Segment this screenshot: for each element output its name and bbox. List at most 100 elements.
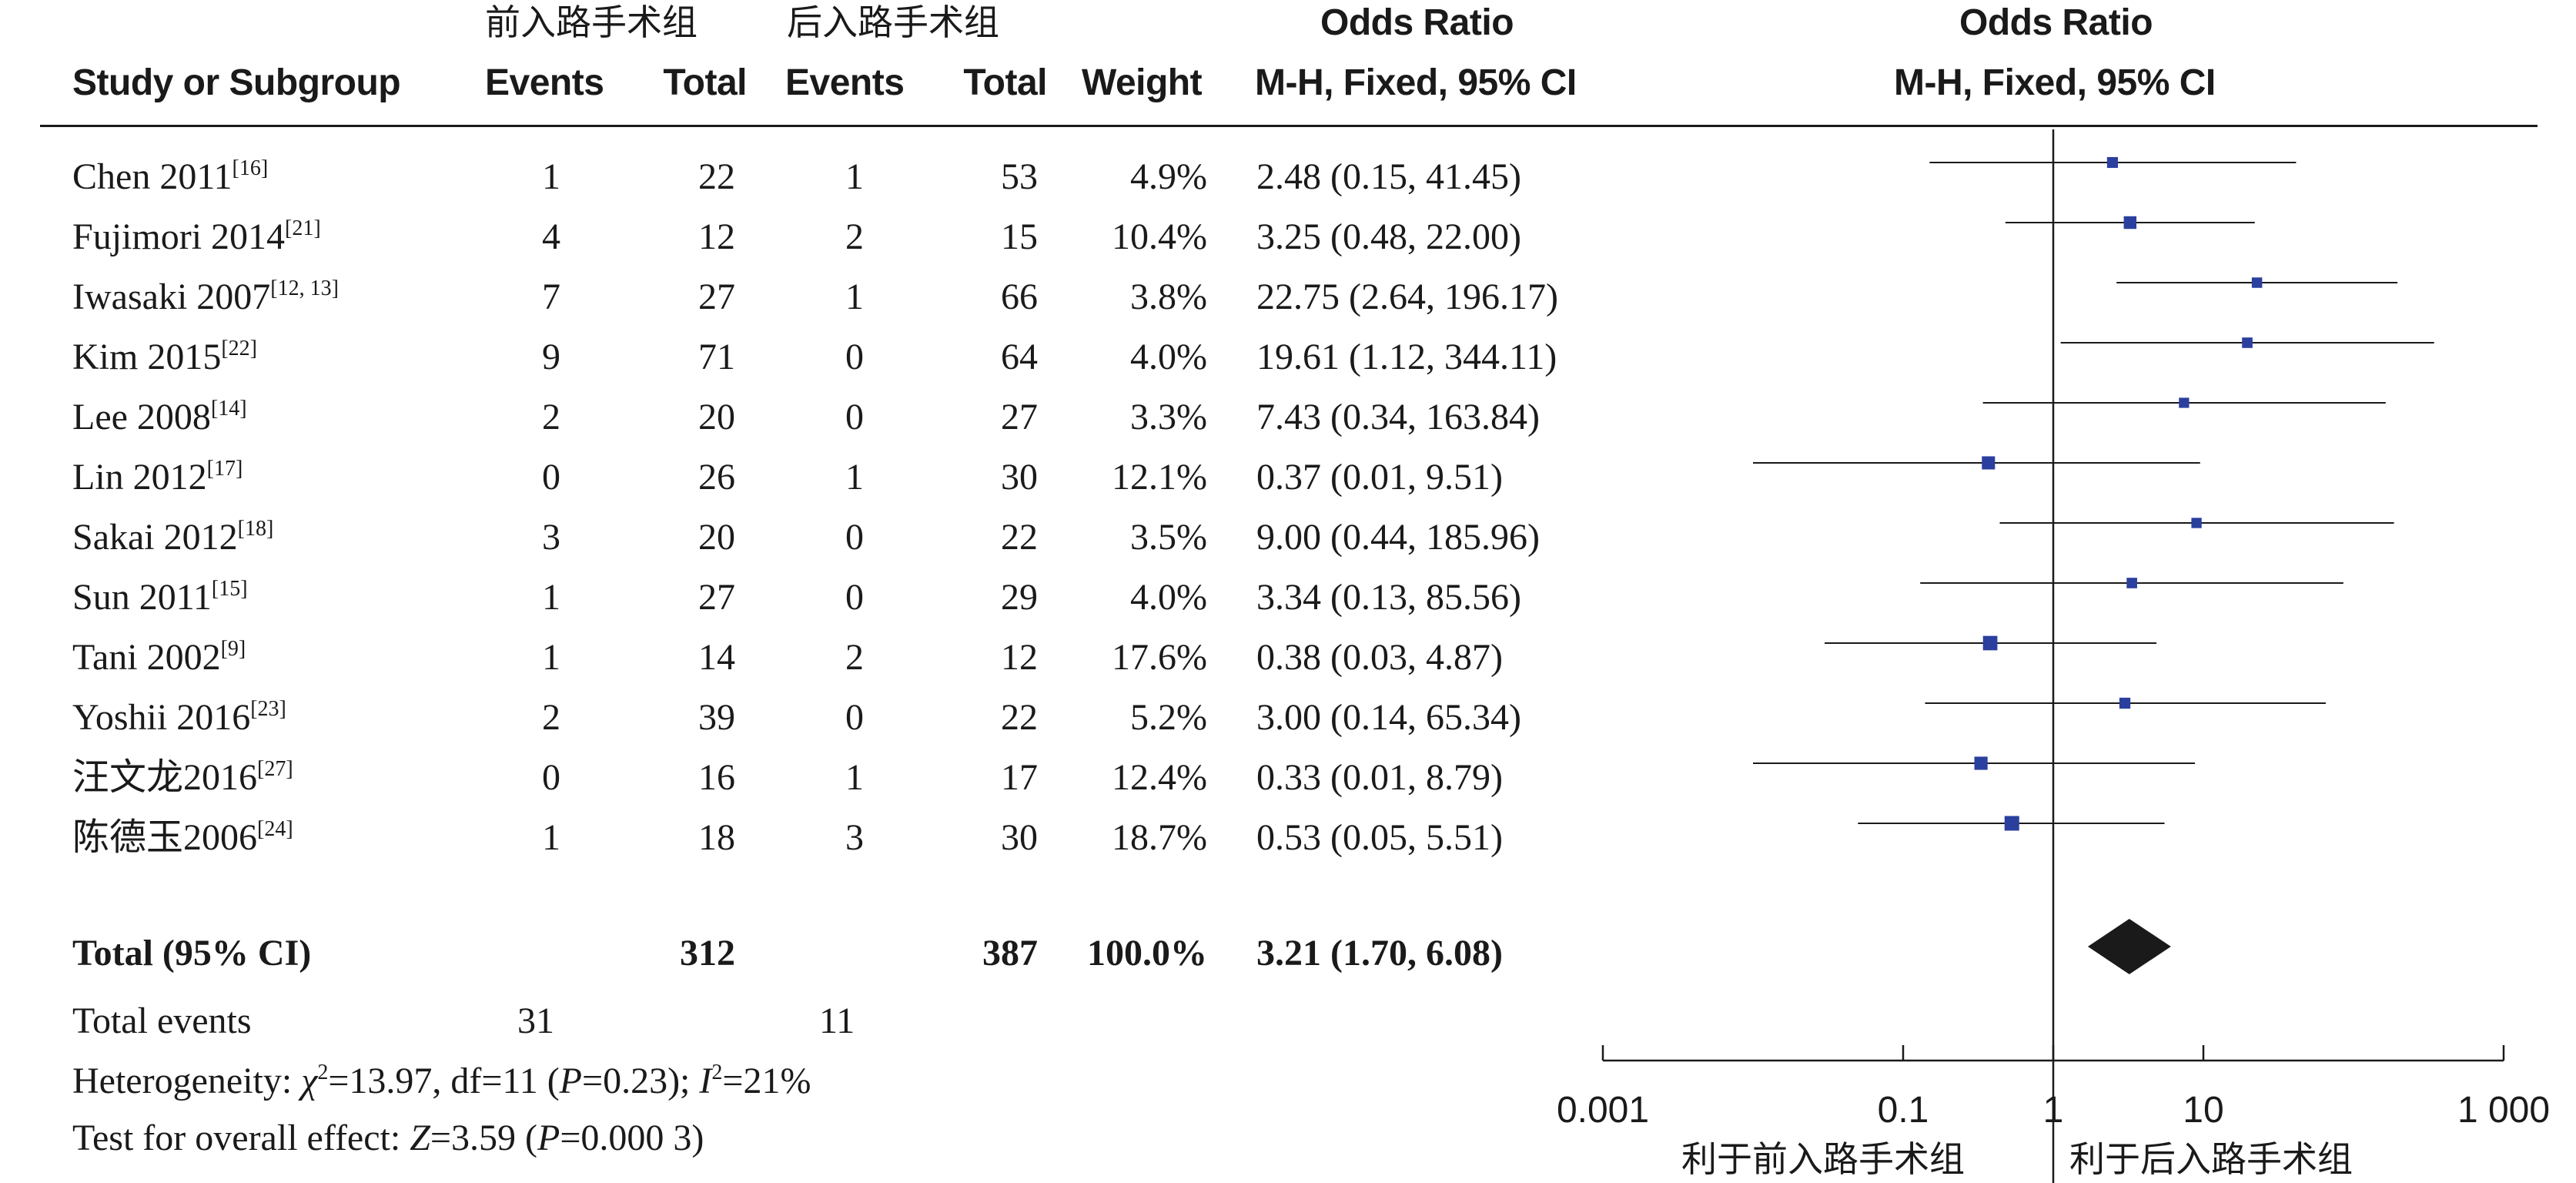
total1-cell: 27 — [698, 276, 735, 317]
study-name: Sun 2011[15] — [72, 577, 248, 618]
events2-cell: 3 — [845, 817, 864, 858]
overall-effect-line: Test for overall effect: Z=3.59 (P=0.000… — [72, 1118, 704, 1158]
total2-cell: 12 — [1001, 637, 1038, 678]
total2-sum: 387 — [982, 933, 1038, 974]
weight-cell: 5.2% — [1130, 697, 1207, 738]
point-estimate-marker — [2191, 518, 2202, 528]
total-events2: 11 — [819, 1000, 855, 1041]
events1-cell: 3 — [542, 517, 560, 558]
or-ci-cell: 3.34 (0.13, 85.56) — [1256, 577, 1521, 618]
events1-cell: 9 — [542, 337, 560, 377]
total1-cell: 26 — [698, 457, 735, 498]
total1-cell: 12 — [698, 216, 735, 257]
events1-cell: 0 — [542, 757, 560, 798]
weight-cell: 4.0% — [1130, 337, 1207, 377]
total1-header: Total — [663, 62, 747, 103]
events1-cell: 1 — [542, 637, 560, 678]
events1-cell: 1 — [542, 156, 560, 197]
weight-cell: 4.9% — [1130, 156, 1207, 197]
events2-cell: 0 — [845, 337, 864, 377]
total2-cell: 22 — [1001, 697, 1038, 738]
favours-right-label: 利于后入路手术组 — [2069, 1138, 2353, 1180]
events2-cell: 1 — [845, 156, 864, 197]
weight-cell: 4.0% — [1130, 577, 1207, 618]
events2-cell: 1 — [845, 276, 864, 317]
events2-cell: 0 — [845, 397, 864, 437]
group1-header: 前入路手术组 — [485, 2, 698, 43]
total2-cell: 15 — [1001, 216, 1038, 257]
total2-cell: 64 — [1001, 337, 1038, 377]
total2-cell: 30 — [1001, 817, 1038, 858]
total1-cell: 18 — [698, 817, 735, 858]
total2-cell: 66 — [1001, 276, 1038, 317]
study-name: 陈德玉2006[24] — [72, 817, 293, 858]
weight-cell: 3.3% — [1130, 397, 1207, 437]
total2-cell: 29 — [1001, 577, 1038, 618]
total2-cell: 27 — [1001, 397, 1038, 437]
weight-cell: 3.5% — [1130, 517, 1207, 558]
point-estimate-marker — [1982, 456, 1996, 470]
study-name: Lee 2008[14] — [72, 397, 247, 437]
events2-cell: 2 — [845, 216, 864, 257]
point-estimate-marker — [2123, 216, 2137, 230]
or-ci-cell: 2.48 (0.15, 41.45) — [1256, 156, 1521, 197]
axis-tick-label: 1 — [2042, 1090, 2064, 1131]
total2-header: Total — [963, 62, 1047, 103]
study-name: Lin 2012[17] — [72, 457, 243, 498]
events2-cell: 1 — [845, 457, 864, 498]
events2-cell: 2 — [845, 637, 864, 678]
point-estimate-marker — [2106, 156, 2118, 169]
events1-cell: 1 — [542, 577, 560, 618]
or-column-title: Odds Ratio — [1320, 2, 1514, 43]
point-estimate-marker — [2179, 397, 2190, 408]
total1-cell: 14 — [698, 637, 735, 678]
or-ci-cell: 0.37 (0.01, 9.51) — [1256, 457, 1503, 498]
events2-cell: 0 — [845, 517, 864, 558]
point-estimate-marker — [1974, 756, 1988, 770]
point-estimate-marker — [2119, 697, 2131, 709]
total1-cell: 22 — [698, 156, 735, 197]
point-estimate-marker — [2004, 816, 2019, 831]
plot-method-header: M-H, Fixed, 95% CI — [1894, 62, 2216, 103]
events1-cell: 1 — [542, 817, 560, 858]
study-name: Tani 2002[9] — [72, 637, 246, 678]
events2-cell: 0 — [845, 697, 864, 738]
total2-cell: 30 — [1001, 457, 1038, 498]
study-name: Kim 2015[22] — [72, 337, 257, 377]
study-name: 汪文龙2016[27] — [72, 757, 293, 798]
axis-tick-label: 1 000 — [2457, 1090, 2551, 1131]
study-name: Iwasaki 2007[12, 13] — [72, 276, 339, 317]
events2-cell: 1 — [845, 757, 864, 798]
total-or-ci: 3.21 (1.70, 6.08) — [1256, 933, 1503, 974]
or-ci-cell: 0.53 (0.05, 5.51) — [1256, 817, 1503, 858]
point-estimate-marker — [2242, 337, 2253, 348]
or-ci-cell: 22.75 (2.64, 196.17) — [1256, 276, 1558, 317]
favours-left-label: 利于前入路手术组 — [1681, 1138, 1965, 1180]
events1-cell: 4 — [542, 216, 560, 257]
total1-cell: 16 — [698, 757, 735, 798]
total-events1: 31 — [517, 1000, 554, 1041]
study-name: Fujimori 2014[21] — [72, 216, 321, 257]
study-column-header: Study or Subgroup — [72, 62, 401, 103]
or-ci-cell: 0.33 (0.01, 8.79) — [1256, 757, 1503, 798]
weight-cell: 12.1% — [1112, 457, 1207, 498]
weight-cell: 17.6% — [1112, 637, 1207, 678]
axis-tick-label: 0.001 — [1556, 1090, 1650, 1131]
total1-cell: 71 — [698, 337, 735, 377]
or-ci-cell: 9.00 (0.44, 185.96) — [1256, 517, 1540, 558]
total1-cell: 27 — [698, 577, 735, 618]
study-name: Chen 2011[16] — [72, 156, 269, 197]
total-label: Total (95% CI) — [72, 933, 312, 974]
total1-cell: 39 — [698, 697, 735, 738]
total1-sum: 312 — [680, 933, 735, 974]
study-name: Sakai 2012[18] — [72, 517, 274, 558]
events2-header: Events — [785, 62, 905, 103]
total-weight: 100.0% — [1087, 933, 1207, 974]
events1-cell: 7 — [542, 276, 560, 317]
total2-cell: 53 — [1001, 156, 1038, 197]
point-estimate-marker — [2126, 578, 2137, 588]
point-estimate-marker — [2251, 277, 2263, 288]
events1-cell: 0 — [542, 457, 560, 498]
plot-title: Odds Ratio — [1959, 2, 2153, 43]
